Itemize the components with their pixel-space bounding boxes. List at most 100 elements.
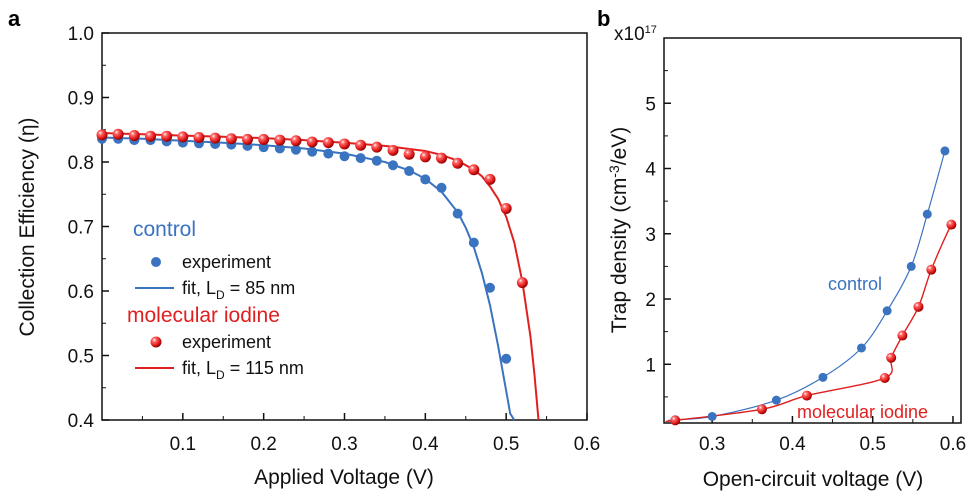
iodine-point <box>500 202 512 214</box>
control-point <box>274 143 285 154</box>
control-point <box>291 144 301 155</box>
panel-a-ytick-label: 0.8 <box>68 153 94 174</box>
iodine-point <box>306 136 318 148</box>
iodine-point <box>371 141 383 153</box>
iodine-point <box>403 148 415 160</box>
control-point <box>339 151 350 162</box>
legend-control-fit: fit, LD = 85 nm <box>182 278 295 302</box>
control-fit-curve <box>101 136 516 421</box>
iodine-point <box>290 135 302 147</box>
control-trap-point <box>818 372 828 382</box>
iodine-point <box>112 128 124 140</box>
iodine-point <box>177 131 189 143</box>
panel-a-xtick-label: 0.5 <box>493 434 519 455</box>
panel-b-fit-curves <box>665 150 957 423</box>
iodine-trap-point <box>926 264 937 275</box>
panel-a-ytick-label: 0.7 <box>68 218 94 239</box>
control-point <box>452 208 463 219</box>
control-point <box>485 282 495 293</box>
panel-b-ticks: 0.3 0.4 0.5 0.6 1 2 3 4 5 <box>645 70 966 455</box>
control-trap-point <box>856 343 866 353</box>
control-trap-point <box>906 261 916 271</box>
control-trap-point <box>882 306 892 316</box>
control-point <box>420 174 431 185</box>
panel-a-letter: a <box>8 6 21 31</box>
legend-iodine-title: molecular iodine <box>127 304 280 327</box>
iodine-point <box>436 152 447 164</box>
panel-a-xtick-label: 0.3 <box>331 434 357 455</box>
control-point <box>501 353 512 364</box>
control-point <box>307 146 318 157</box>
control-trap-point <box>771 395 781 405</box>
control-trap-point <box>707 411 717 421</box>
iodine-point <box>322 137 334 149</box>
legend-iodine-marker <box>150 336 162 348</box>
control-point <box>388 160 398 171</box>
iodine-point <box>468 164 480 176</box>
panel-b-plot-area <box>663 37 962 424</box>
panel-b-ylabel: Trap density (cm-3/eV) <box>606 127 631 334</box>
iodine-trap-point <box>913 301 924 312</box>
iodine-trap-point <box>879 372 890 383</box>
panel-b-points <box>670 146 957 426</box>
iodine-point <box>161 130 173 142</box>
iodine-point <box>242 133 253 145</box>
panel-b-ytick-label: 3 <box>645 225 656 246</box>
panel-b-xlabel: Open-circuit voltage (V) <box>703 468 924 491</box>
iodine-trap-curve <box>665 221 957 423</box>
panel-b-xtick-label: 0.3 <box>699 434 725 455</box>
iodine-point <box>516 277 528 289</box>
legend-control-experiment: experiment <box>182 252 271 272</box>
iodine-trap-point <box>801 390 812 401</box>
panel-a-ticks: 0.1 0.2 0.3 0.4 0.5 0.6 0.4 0.5 0.6 0.7 0.8 0.9 1.0 <box>68 24 601 455</box>
control-trap-point <box>922 209 932 219</box>
control-point <box>436 182 447 193</box>
iodine-point <box>145 130 156 142</box>
iodine-point <box>387 144 399 156</box>
panel-a-ytick-label: 1.0 <box>68 24 94 45</box>
iodine-trap-point <box>670 415 681 426</box>
iodine-point <box>484 173 496 185</box>
panel-a-legend: control experiment fit, LD = 85 nm molec… <box>127 218 304 382</box>
control-point <box>323 148 334 159</box>
panel-b-iodine-annotation: molecular iodine <box>797 402 928 422</box>
iodine-point <box>225 133 237 145</box>
panel-a-xtick-label: 0.2 <box>250 434 276 455</box>
iodine-trap-point <box>756 404 767 415</box>
legend-control-marker <box>151 257 161 267</box>
control-point <box>404 166 415 177</box>
panel-a-xtick-label: 0.1 <box>170 434 196 455</box>
control-trap-curve <box>667 150 946 421</box>
panel-b-multiplier: x1017 <box>614 24 657 45</box>
control-trap-point <box>940 146 950 156</box>
iodine-point <box>452 157 464 169</box>
iodine-point <box>258 133 270 145</box>
panel-a-points <box>96 128 528 364</box>
control-point <box>468 237 479 248</box>
panel-b-xtick-label: 0.4 <box>779 434 806 455</box>
legend-iodine-fit: fit, LD = 115 nm <box>182 358 304 382</box>
iodine-trap-point <box>897 330 908 341</box>
panel-a-xtick-label: 0.6 <box>574 434 600 455</box>
control-point <box>355 153 366 164</box>
panel-a-ytick-label: 0.5 <box>68 347 94 368</box>
panel-b-ytick-label: 5 <box>645 94 656 115</box>
iodine-point <box>274 134 286 146</box>
control-point <box>371 155 382 166</box>
panel-b-letter: b <box>597 6 610 31</box>
panel-a-ylabel: Collection Efficiency (η) <box>16 117 39 336</box>
iodine-trap-point <box>886 352 897 363</box>
iodine-point <box>193 131 205 143</box>
panel-a-xlabel: Applied Voltage (V) <box>254 466 434 489</box>
panel-a-fit-curves <box>101 132 540 421</box>
panel-a-ytick-label: 0.4 <box>68 411 95 432</box>
panel-a-ytick-label: 0.9 <box>68 89 94 110</box>
iodine-trap-point <box>946 219 957 230</box>
panel-a-ytick-label: 0.6 <box>68 282 94 303</box>
iodine-fit-curve <box>101 132 540 421</box>
legend-iodine-experiment: experiment <box>182 332 271 352</box>
panel-b-ytick-label: 2 <box>645 290 656 311</box>
iodine-point <box>96 129 108 141</box>
iodine-point <box>355 139 367 151</box>
